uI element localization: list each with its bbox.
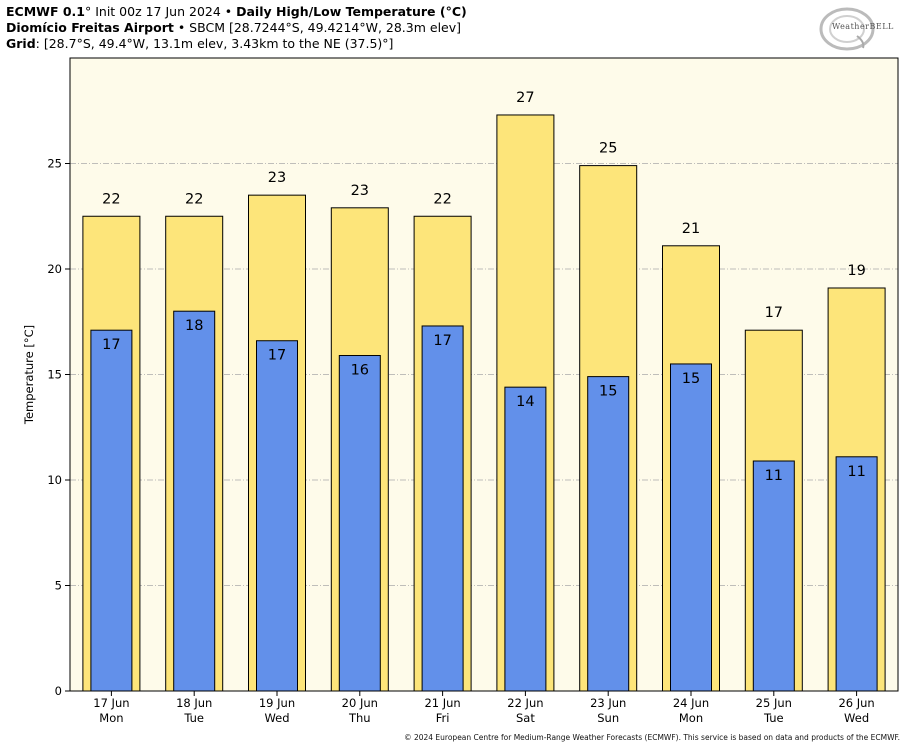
low-value-label: 11 bbox=[847, 464, 865, 480]
grid-info: : [28.7°S, 49.4°W, 13.1m elev, 3.43km to… bbox=[35, 36, 394, 51]
low-value-label: 14 bbox=[516, 394, 534, 410]
x-tick-date-label: 25 Jun bbox=[756, 696, 792, 710]
x-tick-weekday-label: Wed bbox=[264, 711, 289, 725]
y-tick-label: 20 bbox=[47, 262, 62, 276]
high-value-label: 22 bbox=[185, 191, 203, 207]
low-bar bbox=[256, 340, 298, 692]
high-value-label: 17 bbox=[765, 305, 783, 321]
y-tick-label: 15 bbox=[47, 368, 62, 382]
high-value-label: 27 bbox=[516, 90, 534, 106]
x-tick-date-label: 26 Jun bbox=[838, 696, 874, 710]
grid-label: Grid bbox=[6, 36, 36, 51]
low-bar bbox=[587, 376, 630, 692]
x-tick-date-label: 17 Jun bbox=[93, 696, 129, 710]
y-axis: 0 5 10 15 20 25 bbox=[47, 157, 70, 698]
low-value-label: 17 bbox=[268, 348, 286, 364]
x-tick-date-label: 18 Jun bbox=[176, 696, 212, 710]
high-value-label: 23 bbox=[268, 170, 286, 186]
low-bar bbox=[173, 310, 216, 692]
x-tick-weekday-label: Wed bbox=[844, 711, 869, 725]
header-line-grid: Grid: [28.7°S, 49.4°W, 13.1m elev, 3.43k… bbox=[6, 36, 467, 52]
x-tick-date-label: 21 Jun bbox=[424, 696, 460, 710]
y-tick-label: 5 bbox=[55, 579, 62, 593]
x-tick-weekday-label: Sun bbox=[597, 711, 619, 725]
station-info: • SBCM [28.7244°S, 49.4214°W, 28.3m elev… bbox=[173, 20, 462, 35]
weatherbell-logo bbox=[819, 7, 875, 51]
low-bar bbox=[421, 325, 464, 692]
low-bar bbox=[504, 386, 547, 692]
low-value-label: 15 bbox=[599, 384, 617, 400]
header-line-station: Diomício Freitas Airport • SBCM [28.7244… bbox=[6, 20, 467, 36]
x-tick-weekday-label: Fri bbox=[436, 711, 450, 725]
y-tick-label: 0 bbox=[55, 684, 62, 698]
high-value-label: 23 bbox=[351, 183, 369, 199]
low-value-label: 11 bbox=[765, 468, 783, 484]
logo-text: WeatherBELL bbox=[832, 22, 894, 31]
y-axis-label: Temperature [°C] bbox=[22, 325, 36, 425]
x-tick-weekday-label: Thu bbox=[348, 711, 371, 725]
low-bar bbox=[752, 460, 795, 692]
low-value-label: 18 bbox=[185, 318, 203, 334]
low-value-label: 16 bbox=[351, 363, 369, 379]
low-bar bbox=[835, 456, 878, 692]
low-value-label: 17 bbox=[102, 337, 120, 353]
copyright-notice: © 2024 European Centre for Medium-Range … bbox=[404, 733, 900, 742]
low-value-label: 17 bbox=[433, 333, 451, 349]
low-bar bbox=[90, 329, 133, 692]
high-value-label: 19 bbox=[847, 263, 865, 279]
x-tick-date-label: 20 Jun bbox=[342, 696, 378, 710]
high-value-label: 25 bbox=[599, 141, 617, 157]
x-tick-date-label: 22 Jun bbox=[507, 696, 543, 710]
init-time: Init 00z 17 Jun 2024 • bbox=[91, 4, 237, 19]
header-line-model: ECMWF 0.1° Init 00z 17 Jun 2024 • Daily … bbox=[6, 4, 467, 20]
high-value-label: 22 bbox=[102, 191, 120, 207]
high-value-label: 21 bbox=[682, 221, 700, 237]
y-tick-label: 25 bbox=[47, 157, 62, 171]
low-bar bbox=[338, 355, 381, 692]
y-tick-label: 10 bbox=[47, 473, 62, 487]
x-tick-date-label: 24 Jun bbox=[673, 696, 709, 710]
bars bbox=[82, 114, 886, 692]
x-tick-weekday-label: Mon bbox=[99, 711, 123, 725]
low-value-label: 15 bbox=[682, 371, 700, 387]
x-tick-date-label: 19 Jun bbox=[259, 696, 295, 710]
x-tick-weekday-label: Tue bbox=[183, 711, 204, 725]
model-name: ECMWF 0.1 bbox=[6, 4, 85, 19]
x-tick-weekday-label: Tue bbox=[763, 711, 784, 725]
x-tick-weekday-label: Sat bbox=[516, 711, 535, 725]
high-value-label: 22 bbox=[433, 191, 451, 207]
chart-header: ECMWF 0.1° Init 00z 17 Jun 2024 • Daily … bbox=[6, 4, 467, 52]
low-bar bbox=[670, 363, 712, 692]
model-degree: ° bbox=[84, 4, 92, 19]
data-labels: 22 17 22 18 23 17 23 16 22 17 27 14 25 15 21 15 17 11 19 11 bbox=[102, 90, 866, 484]
station-name: Diomício Freitas Airport bbox=[6, 20, 174, 35]
x-tick-date-label: 23 Jun bbox=[590, 696, 626, 710]
x-tick-weekday-label: Mon bbox=[679, 711, 703, 725]
chart-title: Daily High/Low Temperature (°C) bbox=[236, 4, 467, 19]
